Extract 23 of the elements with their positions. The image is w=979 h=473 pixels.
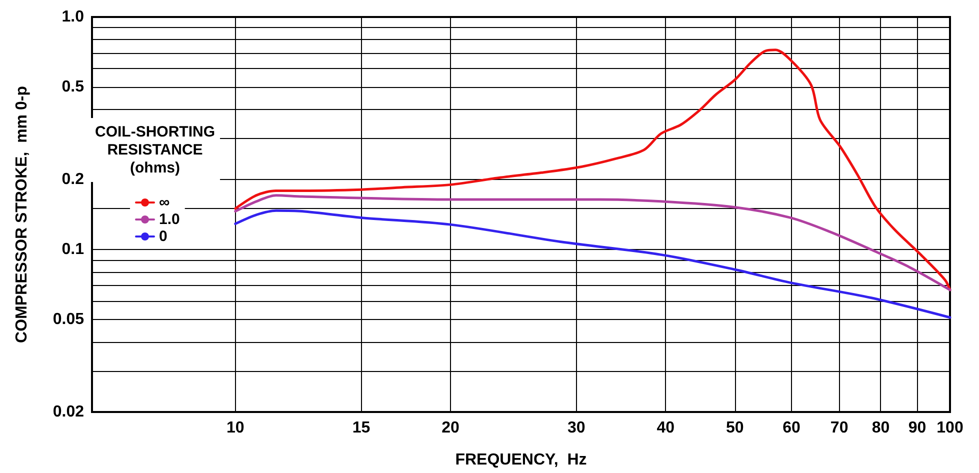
y-tick-label: 1.0 bbox=[62, 8, 84, 26]
y-tick-label: 0.5 bbox=[62, 78, 84, 96]
x-tick-label: 50 bbox=[726, 420, 744, 436]
y-tick-label: 0.1 bbox=[62, 240, 84, 258]
x-tick-label: 100 bbox=[936, 420, 964, 436]
x-axis-title: FREQUENCY, Hz bbox=[455, 452, 587, 468]
y-tick-label: 0.2 bbox=[62, 171, 84, 188]
y-tick-label: 0.02 bbox=[52, 404, 84, 420]
x-tick-label: 80 bbox=[872, 420, 890, 436]
x-tick-label: 40 bbox=[656, 420, 675, 436]
x-tick-label: 15 bbox=[352, 420, 370, 436]
legend-label: 1.0 bbox=[159, 211, 180, 228]
y-tick-label: 0.05 bbox=[52, 310, 84, 328]
x-tick-label: 90 bbox=[908, 420, 926, 436]
legend-label: ∞ bbox=[159, 194, 170, 211]
legend-label: 0 bbox=[159, 228, 168, 245]
x-tick-label: 30 bbox=[567, 420, 586, 436]
legend-title: COIL-SHORTING RESISTANCE (ohms) bbox=[95, 124, 215, 176]
x-tick-label: 70 bbox=[830, 420, 848, 436]
x-tick-label: 20 bbox=[442, 420, 460, 436]
y-axis-title: COMPRESSOR STROKE, mm 0-p bbox=[14, 86, 30, 343]
x-tick-label: 10 bbox=[226, 420, 244, 436]
x-tick-label: 60 bbox=[782, 420, 800, 436]
